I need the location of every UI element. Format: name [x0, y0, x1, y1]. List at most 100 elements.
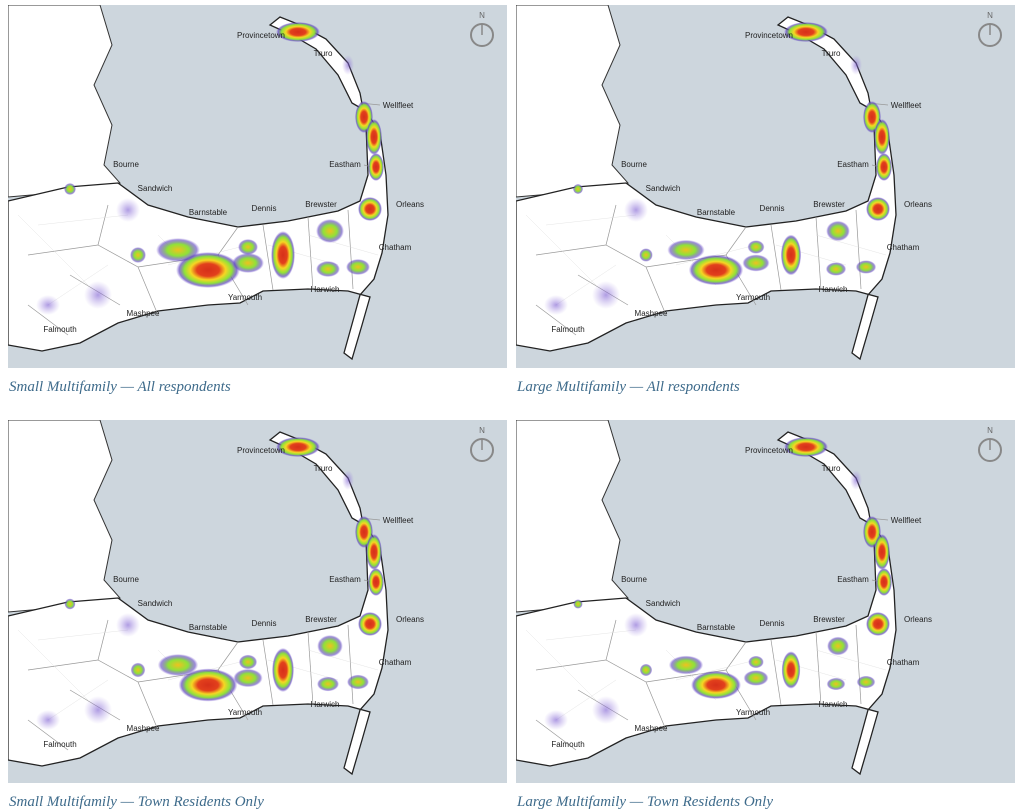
- town-label: Mashpee: [127, 309, 160, 318]
- heat-blob: [366, 119, 382, 155]
- map-panel: Provincetown Truro Wellfleet Eastham Orleans…: [8, 420, 507, 783]
- heat-blob: [690, 670, 742, 700]
- heat-blob: [130, 247, 146, 263]
- town-label: Provincetown: [237, 31, 285, 40]
- town-label: Bourne: [113, 575, 139, 584]
- town-label: Eastham: [329, 575, 361, 584]
- town-label: Provincetown: [745, 446, 793, 455]
- town-label: Brewster: [813, 200, 845, 209]
- town-label: Harwich: [311, 700, 340, 709]
- town-label: Mashpee: [635, 309, 668, 318]
- heat-blob: [233, 668, 263, 688]
- town-label: Mashpee: [127, 724, 160, 733]
- heat-blob: [592, 281, 620, 309]
- heat-blob: [544, 710, 568, 730]
- heat-blob: [342, 55, 354, 75]
- heat-blob: [358, 197, 382, 221]
- heat-blob: [116, 613, 140, 637]
- town-label: Sandwich: [646, 599, 681, 608]
- heat-blob: [64, 183, 76, 195]
- town-label: Falmouth: [43, 325, 76, 334]
- town-label: Harwich: [819, 285, 848, 294]
- basemap: [8, 420, 507, 783]
- heat-blob: [572, 183, 584, 195]
- town-label: Yarmouth: [736, 708, 770, 717]
- town-label: Provincetown: [237, 446, 285, 455]
- town-label: Sandwich: [646, 184, 681, 193]
- town-label: Harwich: [819, 700, 848, 709]
- town-label: Brewster: [813, 615, 845, 624]
- town-label: Brewster: [305, 615, 337, 624]
- heat-blob: [743, 670, 769, 686]
- town-label: Eastham: [837, 575, 869, 584]
- heat-blob: [342, 470, 354, 490]
- town-label: Yarmouth: [736, 293, 770, 302]
- compass-label: N: [987, 11, 993, 20]
- heat-blob: [36, 295, 60, 315]
- town-label: Orleans: [396, 615, 424, 624]
- compass-ring: [470, 438, 494, 462]
- town-label: Bourne: [113, 160, 139, 169]
- heat-blob: [850, 55, 862, 75]
- heat-blob: [238, 654, 258, 670]
- heat-blob: [544, 295, 568, 315]
- map-caption: Small Multifamily — All respondents: [9, 379, 231, 395]
- compass-label: N: [987, 426, 993, 435]
- heat-blob: [84, 281, 112, 309]
- heat-blob: [826, 677, 846, 691]
- heat-blob: [276, 22, 320, 42]
- heat-blob: [784, 22, 828, 42]
- compass-label: N: [479, 11, 485, 20]
- heat-blob: [346, 674, 370, 690]
- heat-blob: [116, 198, 140, 222]
- town-label: Eastham: [837, 160, 869, 169]
- town-label: Bourne: [621, 160, 647, 169]
- heat-blob: [316, 219, 344, 243]
- town-label: Sandwich: [138, 599, 173, 608]
- map-caption: Large Multifamily — Town Residents Only: [517, 794, 773, 810]
- heat-blob: [780, 234, 802, 276]
- basemap: [8, 5, 507, 368]
- heat-blob: [368, 568, 384, 596]
- heat-blob: [876, 568, 892, 596]
- heat-blob: [271, 231, 295, 279]
- heat-blob: [624, 613, 648, 637]
- town-label: Mashpee: [635, 724, 668, 733]
- town-label: Barnstable: [189, 208, 228, 217]
- heat-blob: [668, 655, 704, 675]
- heat-blob: [366, 534, 382, 570]
- heat-blob: [866, 197, 890, 221]
- map-caption: Small Multifamily — Town Residents Only: [9, 794, 264, 810]
- compass-ring: [470, 23, 494, 47]
- heat-blob: [667, 239, 705, 261]
- heat-blob: [850, 470, 862, 490]
- heat-blob: [157, 653, 199, 677]
- town-label: Truro: [822, 464, 841, 473]
- town-label: Barnstable: [697, 623, 736, 632]
- heat-blob: [346, 259, 370, 275]
- heat-blob: [827, 636, 849, 656]
- basemap: [516, 420, 1015, 783]
- town-label: Dennis: [252, 619, 277, 628]
- heat-blob: [624, 198, 648, 222]
- town-label: Sandwich: [138, 184, 173, 193]
- map-panel: Provincetown Truro Wellfleet Eastham Orleans…: [516, 420, 1015, 783]
- town-label: Provincetown: [745, 31, 793, 40]
- heat-blob: [639, 663, 653, 677]
- town-label: Yarmouth: [228, 708, 262, 717]
- heat-blob: [748, 655, 764, 669]
- town-label: Wellfleet: [383, 516, 414, 525]
- town-label: Dennis: [252, 204, 277, 213]
- heat-blob: [747, 240, 765, 254]
- town-label: Harwich: [311, 285, 340, 294]
- town-label: Truro: [314, 49, 333, 58]
- heat-blob: [176, 252, 240, 288]
- heat-blob: [368, 153, 384, 181]
- basemap: [516, 5, 1015, 368]
- heat-blob: [156, 238, 200, 262]
- heat-blob: [639, 248, 653, 262]
- heat-blob: [573, 599, 583, 609]
- heat-blob: [688, 254, 744, 286]
- town-label: Chatham: [887, 658, 920, 667]
